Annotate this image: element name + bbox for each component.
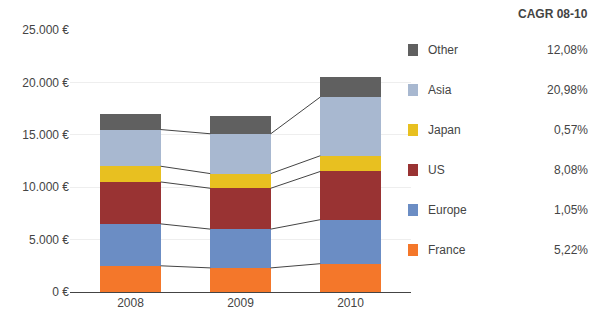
svg-text:2009: 2009 — [227, 296, 254, 310]
svg-text:2008: 2008 — [117, 296, 144, 310]
svg-text:15.000 €: 15.000 € — [22, 128, 69, 142]
svg-text:5,22%: 5,22% — [554, 243, 588, 257]
svg-text:12,08%: 12,08% — [547, 43, 588, 57]
svg-text:Asia: Asia — [428, 83, 452, 97]
svg-text:Japan: Japan — [428, 123, 461, 137]
svg-text:0,57%: 0,57% — [554, 123, 588, 137]
svg-text:Other: Other — [428, 43, 458, 57]
svg-text:5.000 €: 5.000 € — [29, 233, 69, 247]
svg-text:2010: 2010 — [337, 296, 364, 310]
svg-text:20,98%: 20,98% — [547, 83, 588, 97]
svg-text:25.000 €: 25.000 € — [22, 23, 69, 37]
svg-text:10.000 €: 10.000 € — [22, 180, 69, 194]
svg-text:1,05%: 1,05% — [554, 203, 588, 217]
svg-text:20.000 €: 20.000 € — [22, 76, 69, 90]
svg-text:8,08%: 8,08% — [554, 163, 588, 177]
svg-text:US: US — [428, 163, 445, 177]
svg-text:CAGR 08-10: CAGR 08-10 — [518, 7, 588, 21]
svg-text:Europe: Europe — [428, 203, 467, 217]
svg-text:France: France — [428, 243, 466, 257]
svg-text:0 €: 0 € — [52, 285, 69, 299]
